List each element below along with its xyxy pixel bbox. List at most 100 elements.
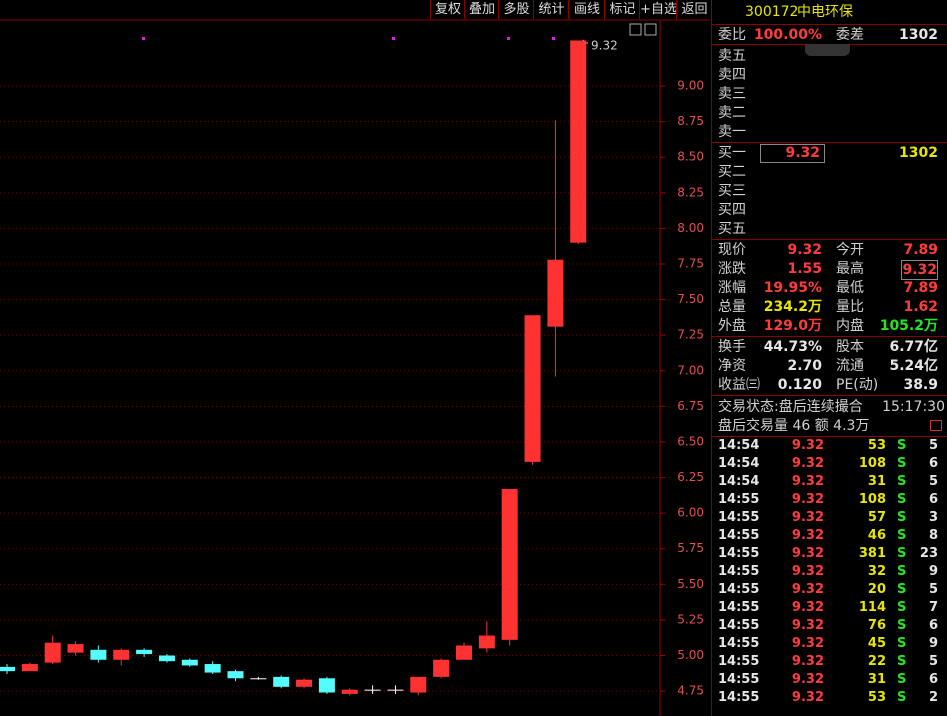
candle-body	[204, 664, 221, 673]
toolbar-button[interactable]: 画线	[568, 0, 605, 19]
trade-status: 交易状态:盘后连续撮合	[718, 399, 863, 415]
tick-cell: S	[897, 564, 907, 579]
buy-price: 9.32	[785, 145, 820, 161]
tick-cell: 9	[928, 564, 938, 579]
buy-level: 买四	[718, 202, 746, 218]
tick-cell: S	[897, 672, 907, 687]
candle-body	[113, 649, 130, 660]
tick-cell: 9.32	[791, 438, 824, 453]
stat-label: 内盘	[836, 318, 864, 334]
tick-cell: 5	[928, 654, 938, 669]
tick-cell: S	[897, 618, 907, 633]
tick-cell: S	[897, 600, 907, 615]
tick-cell: 9.32	[791, 636, 824, 651]
after-hours: 盘后交易量 46 额 4.3万	[718, 418, 870, 434]
candlestick-chart: 9.32 4.75 5.00 5.25 5.50 5.75 6.00 6.25 6.50 6.7…	[0, 19, 711, 716]
tick-cell: 14:55	[718, 582, 760, 597]
stat-value: 234.2万	[763, 299, 822, 315]
candle-body	[227, 671, 244, 679]
tick-cell: 14:55	[718, 672, 760, 687]
sell-level: 卖五	[718, 48, 746, 64]
tick-cell: 3	[928, 510, 938, 525]
stat-value: 19.95%	[763, 280, 822, 296]
tick-cell: 381	[858, 546, 886, 561]
divider	[711, 239, 947, 240]
divider	[711, 142, 947, 143]
stat-value: 0.120	[777, 377, 822, 393]
tick-cell: 108	[858, 492, 886, 507]
sell-level: 卖四	[718, 67, 746, 83]
toolbar-button[interactable]: 复权	[430, 0, 465, 19]
tick-cell: 76	[867, 618, 886, 633]
icon[interactable]	[930, 420, 942, 431]
tick-cell: 14:55	[718, 546, 760, 561]
tick-cell: 9.32	[791, 654, 824, 669]
tick-cell: 22	[867, 654, 886, 669]
stat-value: 105.2万	[879, 318, 938, 334]
tick-cell: 14:55	[718, 618, 760, 633]
toolbar-button[interactable]: 返回	[676, 0, 712, 19]
tick-cell: 5	[928, 474, 938, 489]
divider	[711, 24, 947, 25]
candle-body	[21, 664, 38, 672]
tick-cell: 5	[928, 582, 938, 597]
toolbar-button[interactable]: 统计	[533, 0, 569, 19]
tick-cell: 20	[867, 582, 886, 597]
tick-cell: 46	[867, 528, 886, 543]
stat-label: 净资	[718, 358, 746, 374]
candle-body	[456, 645, 472, 660]
stat-value: 5.24亿	[889, 358, 938, 374]
collapse-button[interactable]	[805, 44, 850, 56]
stat-value: 1.62	[903, 299, 938, 315]
stat-value: 9.32	[787, 242, 822, 258]
tick-cell: 23	[919, 546, 938, 561]
tick-cell: 31	[867, 474, 886, 489]
candle-body	[136, 649, 153, 655]
tick-cell: 7	[928, 600, 938, 615]
toolbar-button[interactable]: 标记	[604, 0, 640, 19]
candle-body	[90, 649, 107, 660]
stat-value: 9.32	[901, 260, 938, 280]
tick-cell: 14:55	[718, 600, 760, 615]
tick-cell: 45	[867, 636, 886, 651]
candle-body	[524, 315, 541, 462]
tick-cell: 6	[928, 672, 938, 687]
tick-cell: 9.32	[791, 528, 824, 543]
y-tick-label: 6.50	[677, 434, 704, 448]
toolbar-button[interactable]: 叠加	[464, 0, 499, 19]
tick-cell: 114	[858, 600, 886, 615]
tick-cell: 9.32	[791, 672, 824, 687]
buy-level: 买三	[718, 183, 746, 199]
tick-cell: 9.32	[791, 546, 824, 561]
stat-label: 最高	[836, 261, 864, 277]
stat-value: 7.89	[903, 280, 938, 296]
tick-cell: 9.32	[791, 510, 824, 525]
candle-body	[318, 678, 335, 693]
icon[interactable]	[629, 23, 642, 36]
divider	[711, 336, 947, 337]
icon[interactable]	[644, 23, 657, 36]
stat-label: 收益㈢	[718, 377, 760, 393]
toolbar-button[interactable]: +自选	[639, 0, 677, 19]
y-tick-label: 7.25	[677, 328, 704, 342]
tick-cell: 9.32	[791, 474, 824, 489]
candle-body	[341, 689, 358, 694]
stat-label: 换手	[718, 339, 746, 355]
divider	[711, 395, 947, 396]
tick-cell: 9.32	[791, 600, 824, 615]
sell-level: 卖三	[718, 86, 746, 102]
y-tick-label: 6.75	[677, 399, 704, 413]
stat-label: 涨幅	[718, 280, 746, 296]
sell-level: 卖一	[718, 124, 746, 140]
tick-cell: 9	[928, 636, 938, 651]
tick-cell: 57	[867, 510, 886, 525]
y-tick-label: 7.50	[677, 292, 704, 306]
markers	[142, 37, 555, 40]
toolbar-button[interactable]: 多股	[498, 0, 534, 19]
tick-cell: S	[897, 654, 907, 669]
stock-code: 300172	[745, 4, 799, 20]
price-box	[760, 144, 825, 163]
tick-cell: 6	[928, 456, 938, 471]
tick-cell: 5	[928, 438, 938, 453]
y-tick-label: 9.00	[677, 79, 704, 93]
